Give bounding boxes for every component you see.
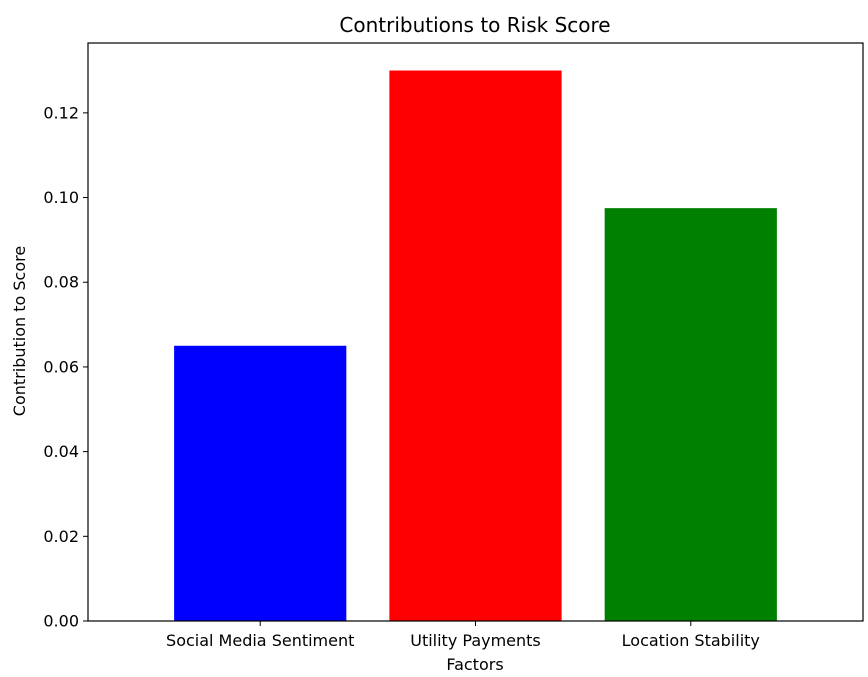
x-tick-label: Location Stability [622, 631, 760, 650]
bar-utility-payments [389, 70, 562, 622]
y-tick-label: 0.04 [43, 442, 79, 461]
x-axis-label: Factors [446, 655, 503, 674]
chart-title: Contributions to Risk Score [339, 13, 610, 37]
y-axis-label: Contribution to Score [10, 246, 29, 416]
y-tick-label: 0.00 [43, 612, 79, 631]
x-tick-label: Utility Payments [410, 631, 541, 650]
y-axis: 0.00 0.02 0.04 0.06 0.08 0.10 0.12 [43, 103, 88, 631]
x-axis: Social Media Sentiment Utility Payments Lo… [166, 621, 760, 650]
bars-group [174, 70, 777, 622]
x-tick-label: Social Media Sentiment [166, 631, 354, 650]
y-tick-label: 0.02 [43, 527, 79, 546]
y-tick-label: 0.10 [43, 188, 79, 207]
bar-social-media-sentiment [174, 345, 347, 621]
y-tick-label: 0.08 [43, 273, 79, 292]
y-tick-label: 0.12 [43, 103, 79, 122]
y-tick-label: 0.06 [43, 357, 79, 376]
bar-location-stability [604, 208, 777, 621]
